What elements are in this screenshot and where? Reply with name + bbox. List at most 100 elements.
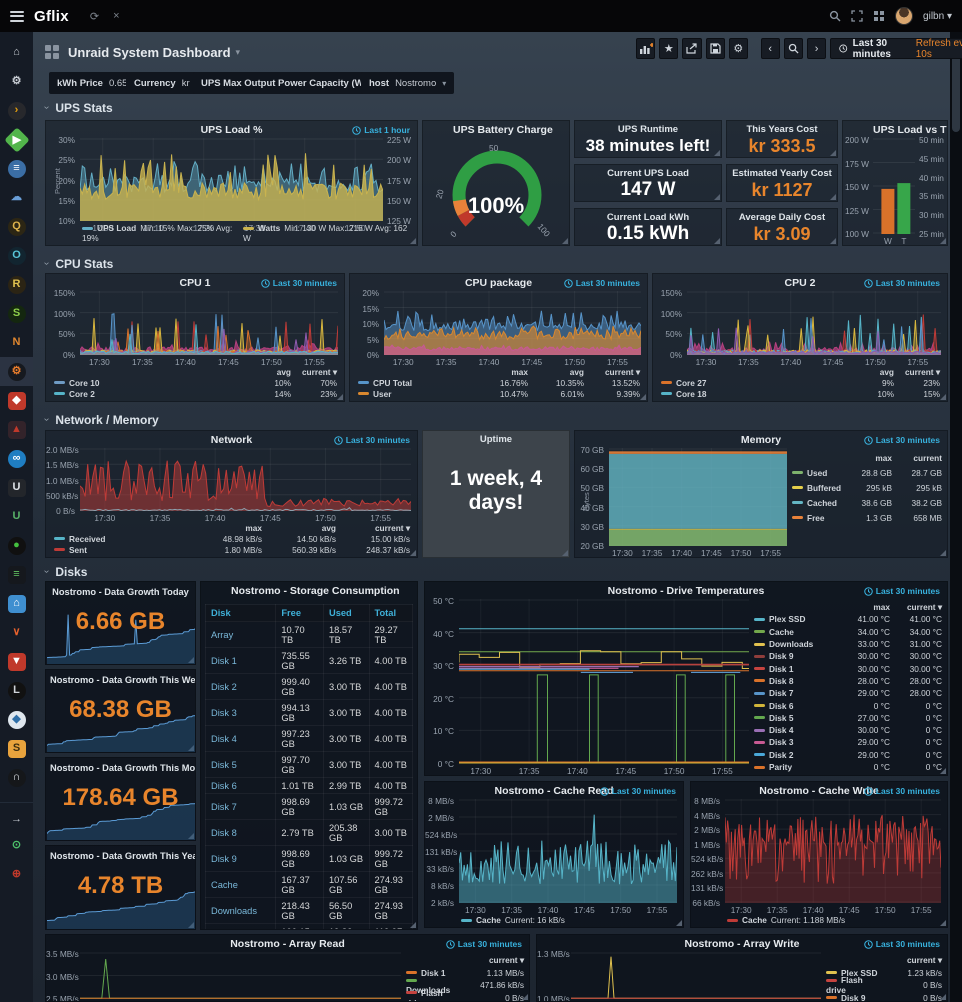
column-header[interactable]: Disk bbox=[204, 604, 277, 622]
panel-title[interactable]: Nostromo - Data Growth This Week bbox=[50, 675, 196, 685]
time-range-link[interactable]: Last 30 minutes bbox=[563, 278, 640, 288]
legend-item[interactable]: Core 18 10% 15% bbox=[661, 388, 940, 399]
disk-name[interactable]: Disk 7 bbox=[204, 793, 277, 820]
sidebar-item-switch-toggles[interactable]: ≡ bbox=[0, 560, 33, 589]
panel-title[interactable]: Nostromo - Data Growth This Year bbox=[50, 851, 196, 861]
panel-title[interactable]: Current Load kWh bbox=[606, 212, 690, 223]
legend-item[interactable]: Sent 1.80 MB/s 560.39 kB/s 248.37 kB/s bbox=[54, 544, 410, 555]
panel-title[interactable]: UPS Load vs Time left bbox=[873, 124, 947, 136]
legend-item[interactable]: Core 10 10% 70% bbox=[54, 377, 337, 388]
sidebar-item-gitlab[interactable]: ∨ bbox=[0, 618, 33, 647]
sidebar-item-radarr[interactable]: R bbox=[0, 270, 33, 299]
variable-host[interactable]: host Nostromo ▾ bbox=[361, 72, 455, 94]
panel-title[interactable]: UPS Load % bbox=[200, 124, 263, 136]
time-range-link[interactable]: Last 30 minutes bbox=[863, 435, 940, 445]
legend-item[interactable]: Plex SSD 41.00 °C 41.00 °C bbox=[754, 613, 942, 625]
disk-name[interactable]: Disk 5 bbox=[204, 751, 277, 778]
sidebar-item-sonarr[interactable]: S bbox=[0, 299, 33, 328]
disk-name[interactable]: Plex Drive bbox=[204, 923, 277, 929]
disk-name[interactable]: Array bbox=[204, 621, 277, 648]
panel-title[interactable]: Nostromo - Data Growth Today bbox=[52, 587, 189, 597]
panel-title[interactable]: Nostromo - Cache Read bbox=[494, 785, 614, 797]
fullscreen-icon[interactable] bbox=[851, 10, 863, 22]
panel-title[interactable]: Nostromo - Storage Consumption bbox=[231, 585, 400, 597]
legend-item[interactable]: Parity 0 °C 0 °C bbox=[754, 761, 942, 773]
avatar[interactable] bbox=[895, 7, 914, 25]
disk-name[interactable]: Disk 2 bbox=[204, 673, 277, 700]
disk-name[interactable]: Disk 8 bbox=[204, 819, 277, 846]
save-button[interactable] bbox=[705, 38, 725, 59]
legend-item[interactable]: Disk 4 30.00 °C 0 °C bbox=[754, 724, 942, 736]
time-range-link[interactable]: Last 30 minutes bbox=[445, 939, 522, 949]
column-header[interactable]: Total bbox=[368, 604, 414, 622]
legend-item[interactable]: User 10.47% 6.01% 9.39% bbox=[358, 388, 640, 399]
legend-item[interactable]: Used 28.8 GB 28.7 GB bbox=[792, 465, 942, 480]
time-range-link[interactable]: Last 30 minutes bbox=[599, 786, 676, 796]
panel-title[interactable]: Estimated Yearly Cost bbox=[732, 168, 832, 179]
legend-item[interactable]: Plex SSD 1.23 kB/s bbox=[826, 967, 942, 980]
star-button[interactable]: ★ bbox=[659, 38, 679, 59]
sidebar-item-home-assistant[interactable]: ⌂ bbox=[0, 589, 33, 618]
legend-item[interactable]: Disk 8 28.00 °C 28.00 °C bbox=[754, 675, 942, 687]
legend-item[interactable]: Disk 5 27.00 °C 0 °C bbox=[754, 712, 942, 724]
row-header-disks[interactable]: › Disks bbox=[41, 564, 88, 579]
settings-button[interactable]: ⚙ bbox=[728, 38, 748, 59]
panel-title[interactable]: UPS Battery Charge bbox=[453, 124, 553, 136]
sidebar-item-youtube-dl[interactable]: ▼ bbox=[0, 647, 33, 676]
sidebar-item-sign-out[interactable]: → bbox=[0, 802, 33, 831]
search-icon[interactable] bbox=[829, 10, 841, 22]
column-header[interactable]: Free bbox=[275, 604, 324, 622]
row-header-cpu-stats[interactable]: › CPU Stats bbox=[41, 256, 114, 271]
disk-name[interactable]: Disk 9 bbox=[204, 845, 277, 872]
user-menu[interactable]: gilbn ▾ bbox=[923, 10, 952, 22]
sidebar-item-settings-gear[interactable]: ⚙ bbox=[0, 67, 33, 96]
panel-title[interactable]: Uptime bbox=[479, 434, 513, 445]
disk-name[interactable]: Disk 4 bbox=[204, 725, 277, 752]
legend-item[interactable]: Downloads 471.86 kB/s bbox=[406, 978, 524, 996]
sidebar-item-ubiquiti[interactable]: U bbox=[0, 473, 33, 502]
legend-item[interactable]: Disk 1 30.00 °C 30.00 °C bbox=[754, 662, 942, 674]
dashboard-title[interactable]: Unraid System Dashboard bbox=[68, 44, 231, 60]
sidebar-item-varken[interactable]: ∩ bbox=[0, 763, 33, 792]
time-forward-button[interactable]: › bbox=[807, 38, 827, 59]
scrollbar-track[interactable] bbox=[950, 32, 962, 1002]
scrollbar-thumb[interactable] bbox=[952, 40, 960, 132]
panel-title[interactable]: CPU package bbox=[464, 277, 533, 289]
panel-title[interactable]: Memory bbox=[740, 434, 782, 446]
time-range-link[interactable]: Last 30 minutes bbox=[863, 786, 940, 796]
disk-name[interactable]: Downloads bbox=[204, 897, 277, 924]
sidebar-item-lazylibrarian[interactable]: L bbox=[0, 676, 33, 705]
sidebar-item-netdata[interactable]: ▲ bbox=[0, 415, 33, 444]
apps-grid-icon[interactable] bbox=[873, 10, 885, 22]
column-header[interactable]: Used bbox=[322, 604, 370, 622]
legend-item[interactable]: Received 48.98 kB/s 14.50 kB/s 15.00 kB/s bbox=[54, 533, 410, 544]
sidebar-item-security-shield[interactable]: ◆ bbox=[0, 386, 33, 415]
panel-title[interactable]: CPU 2 bbox=[784, 277, 816, 289]
sidebar-item-home[interactable]: ⌂ bbox=[0, 38, 33, 67]
time-back-button[interactable]: ‹ bbox=[760, 38, 780, 59]
legend-item[interactable]: Buffered 295 kB 295 kB bbox=[792, 480, 942, 495]
panel-title[interactable]: Average Daily Cost bbox=[738, 212, 826, 223]
disk-name[interactable]: Disk 3 bbox=[204, 699, 277, 726]
sidebar-item-emby[interactable]: ▶ bbox=[0, 125, 33, 154]
zoom-out-button[interactable] bbox=[783, 38, 803, 59]
dashboard-grid-icon[interactable] bbox=[45, 45, 59, 59]
sidebar-item-ombi[interactable]: O bbox=[0, 241, 33, 270]
sidebar-item-media-app[interactable]: ≡ bbox=[0, 154, 33, 183]
dashboard-title-caret-icon[interactable]: ▾ bbox=[235, 46, 241, 57]
legend-item[interactable]: Disk 1 1.13 MB/s bbox=[406, 967, 524, 980]
panel-title[interactable]: Nostromo - Array Read bbox=[230, 938, 345, 950]
legend-item[interactable]: Cached 38.6 GB 38.2 GB bbox=[792, 495, 942, 510]
disk-name[interactable]: Cache bbox=[204, 871, 277, 898]
legend-item[interactable]: Disk 7 29.00 °C 28.00 °C bbox=[754, 687, 942, 699]
row-header-ups-stats[interactable]: › UPS Stats bbox=[41, 100, 113, 115]
time-range-link[interactable]: Last 30 minutes bbox=[863, 278, 940, 288]
sidebar-item-unraid[interactable]: U bbox=[0, 502, 33, 531]
legend-item[interactable]: Free 1.3 GB 658 MB bbox=[792, 510, 942, 525]
sidebar-item-grafana[interactable]: ⚙ bbox=[0, 357, 33, 386]
legend-item[interactable]: Core 2 14% 23% bbox=[54, 388, 337, 399]
share-button[interactable] bbox=[682, 38, 702, 59]
legend-item[interactable]: Downloads 33.00 °C 31.00 °C bbox=[754, 638, 942, 650]
